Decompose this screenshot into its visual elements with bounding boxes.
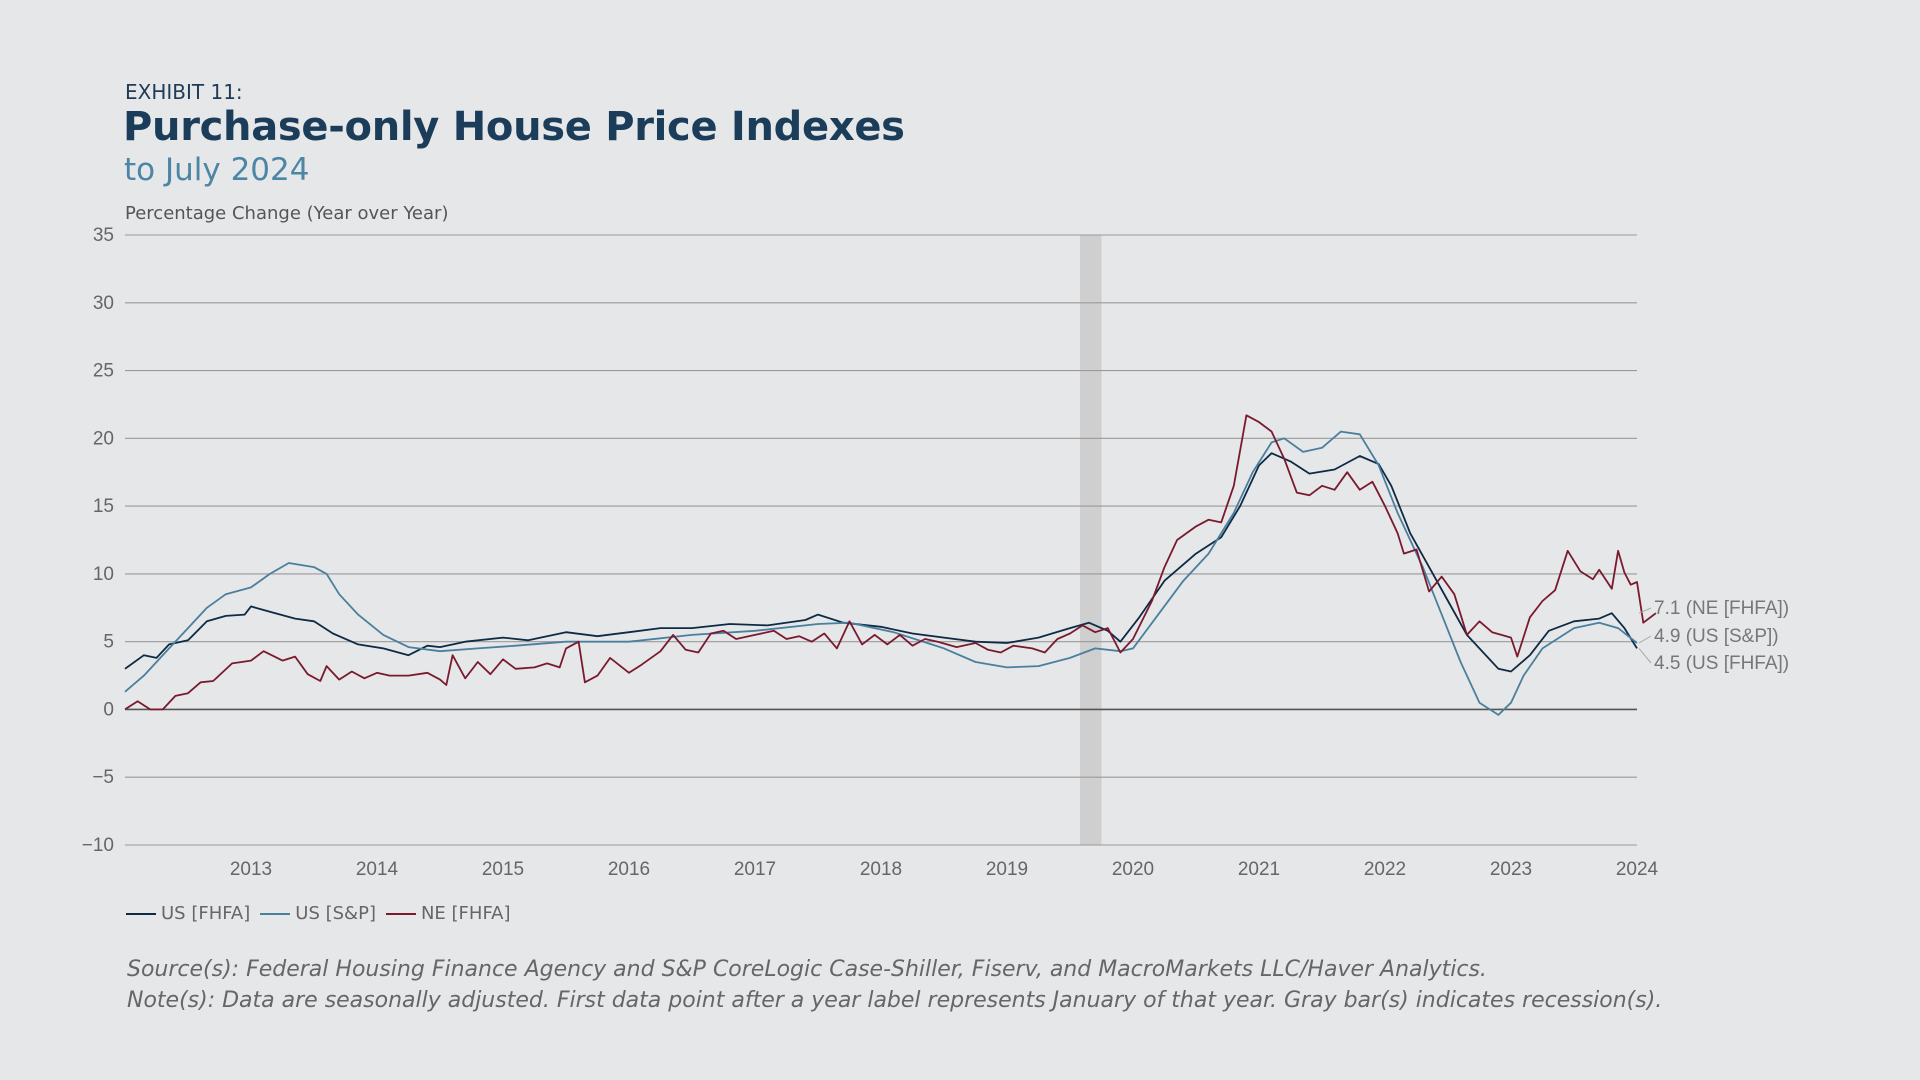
y-tick-label: 35 (93, 225, 114, 246)
legend-item-us-fhfa: US [FHFA] (126, 903, 250, 924)
x-tick-label: 2019 (986, 859, 1028, 880)
x-tick-label: 2024 (1616, 859, 1659, 880)
y-tick-label: 0 (103, 699, 114, 720)
legend-swatch-ne-fhfa (385, 912, 416, 915)
source-note: Source(s): Federal Housing Finance Agenc… (127, 957, 1487, 982)
chart-subtitle: to July 2024 (124, 152, 310, 188)
end-label: 4.9 (US [S&P]) (1654, 626, 1779, 647)
y-tick-label: 25 (93, 361, 114, 382)
y-tick-label: 15 (93, 496, 114, 517)
y-axis-label: Percentage Change (Year over Year) (125, 203, 449, 224)
y-tick-label: −5 (92, 767, 114, 788)
x-tick-label: 2022 (1364, 859, 1406, 880)
series-line (124, 414, 1657, 711)
legend-label-us-sp: US [S&P] (295, 903, 376, 924)
end-label-leader (1638, 607, 1652, 614)
chart-notes: Source(s): Federal Housing Finance Agenc… (127, 954, 1662, 1016)
series-line (124, 452, 1638, 673)
end-label-leader (1638, 648, 1652, 664)
chart-title: Purchase-only House Price Indexes (123, 104, 905, 150)
legend-label-us-fhfa: US [FHFA] (161, 903, 251, 924)
end-label: 4.5 (US [FHFA]) (1654, 653, 1789, 674)
chart-legend: US [FHFA] US [S&P] NE [FHFA] (126, 903, 510, 924)
legend-label-ne-fhfa: NE [FHFA] (420, 903, 511, 924)
x-tick-label: 2018 (860, 859, 902, 880)
x-tick-label: 2017 (734, 859, 776, 880)
y-tick-label: 10 (93, 564, 114, 585)
x-tick-label: 2013 (230, 859, 272, 880)
y-tick-label: 20 (93, 428, 114, 449)
recession-bar (1080, 235, 1102, 845)
x-tick-label: 2023 (1490, 859, 1532, 880)
y-tick-label: −10 (82, 835, 114, 856)
legend-swatch-us-sp (260, 912, 291, 915)
x-tick-label: 2021 (1238, 859, 1280, 880)
end-label: 7.1 (NE [FHFA]) (1654, 598, 1789, 619)
x-tick-label: 2014 (356, 859, 399, 880)
data-note: Note(s): Data are seasonally adjusted. F… (127, 988, 1663, 1013)
x-tick-label: 2020 (1112, 859, 1154, 880)
end-label-leader (1638, 635, 1652, 644)
exhibit-label: EXHIBIT 11: (125, 80, 243, 104)
legend-item-ne-fhfa: NE [FHFA] (385, 903, 511, 924)
legend-item-us-sp: US [S&P] (260, 903, 376, 924)
legend-swatch-us-fhfa (126, 912, 156, 915)
x-tick-label: 2015 (482, 859, 524, 880)
x-tick-label: 2016 (608, 859, 650, 880)
series-line (124, 430, 1638, 716)
y-tick-label: 30 (93, 293, 114, 314)
y-tick-label: 5 (103, 632, 114, 653)
